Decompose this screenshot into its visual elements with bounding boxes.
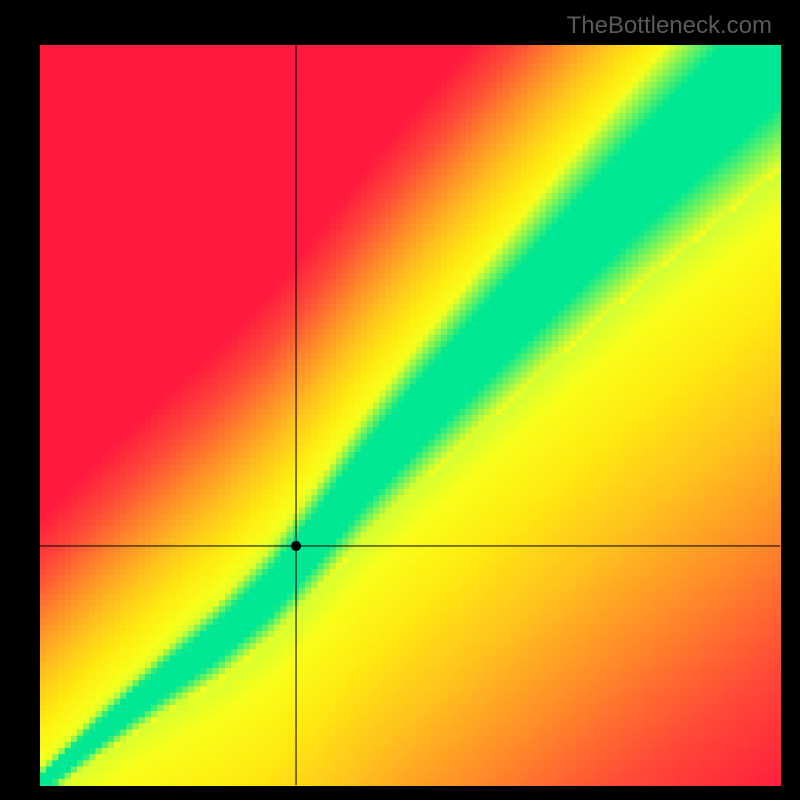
watermark-label: TheBottleneck.com [567, 12, 772, 40]
chart-container: TheBottleneck.com [0, 0, 800, 800]
bottleneck-heatmap [0, 0, 800, 800]
